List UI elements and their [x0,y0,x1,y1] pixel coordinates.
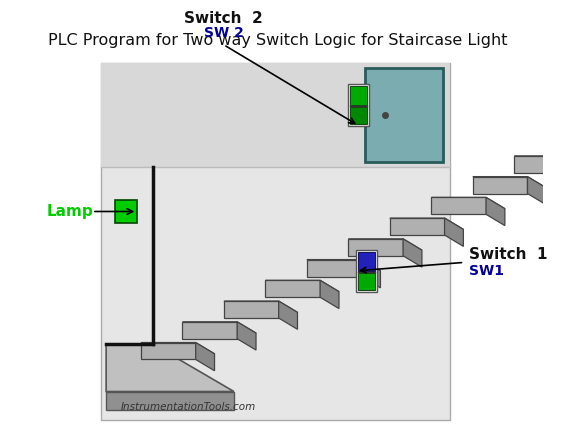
Polygon shape [348,239,422,250]
Bar [365,68,443,163]
Polygon shape [390,218,463,229]
Polygon shape [390,218,444,235]
Bar [114,200,137,223]
Bar [102,63,450,420]
Polygon shape [431,197,505,209]
Polygon shape [486,197,505,225]
Polygon shape [403,239,422,267]
Polygon shape [196,342,214,371]
Bar [358,252,375,271]
Polygon shape [307,260,380,271]
Polygon shape [348,239,403,256]
Polygon shape [307,260,362,276]
Polygon shape [362,260,380,288]
Polygon shape [473,177,546,188]
Polygon shape [514,156,561,167]
Bar [350,107,367,124]
Text: PLC Program for Two way Switch Logic for Staircase Light: PLC Program for Two way Switch Logic for… [48,33,508,48]
Polygon shape [141,342,214,354]
Polygon shape [182,322,256,333]
Polygon shape [527,177,546,205]
Bar [350,86,367,105]
Polygon shape [224,301,279,318]
Polygon shape [444,218,463,246]
Polygon shape [431,197,486,214]
Bar [358,273,375,290]
Bar [102,63,450,167]
Text: SW1: SW1 [469,264,504,278]
Polygon shape [106,344,234,392]
Polygon shape [279,301,297,329]
Polygon shape [265,280,339,291]
Polygon shape [514,156,561,173]
Polygon shape [224,301,297,312]
Text: Lamp: Lamp [47,204,94,219]
Polygon shape [182,322,237,339]
Bar [348,84,369,126]
Text: InstrumentationTools.com: InstrumentationTools.com [120,402,255,412]
Text: Switch  1: Switch 1 [469,247,548,262]
Polygon shape [473,177,527,194]
Polygon shape [320,280,339,309]
Text: Switch  2: Switch 2 [184,11,263,26]
Polygon shape [141,342,196,359]
Polygon shape [106,392,234,410]
Bar [356,250,376,291]
Polygon shape [265,280,320,297]
Text: SW 2: SW 2 [204,26,243,40]
Polygon shape [237,322,256,350]
